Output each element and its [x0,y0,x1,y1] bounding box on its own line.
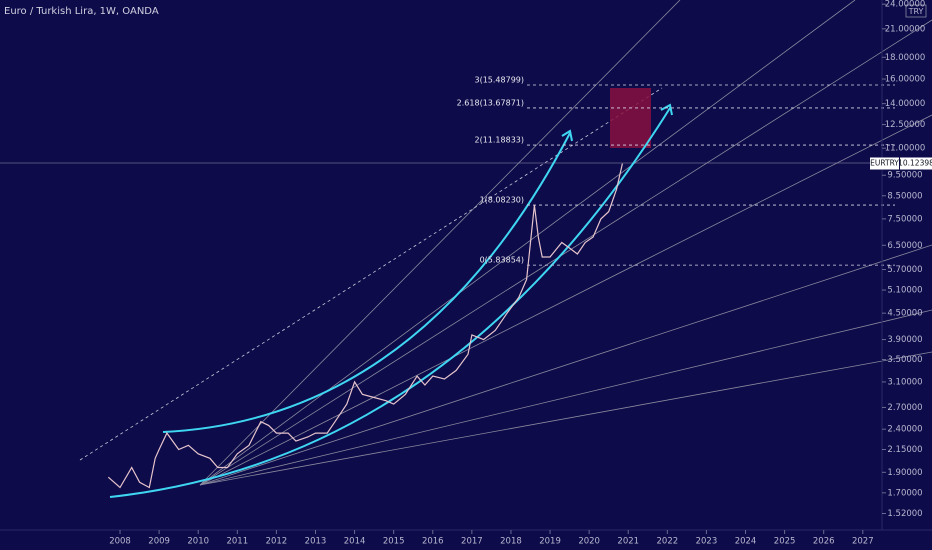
fan-line [199,0,856,486]
fan-line [199,351,932,486]
fan-lines [199,0,932,486]
target-zone [610,88,651,148]
y-tick-label: 4.50000 [887,309,922,319]
y-tick-label: 18.00000 [885,53,926,63]
currency: TRY [908,7,924,16]
y-tick-label: 16.00000 [885,75,926,85]
y-tick-label: 11.00000 [885,144,926,154]
x-tick-label: 2015 [383,537,405,547]
arcs [109,103,673,498]
fan-line [199,309,932,486]
x-tick-label: 2012 [266,537,288,547]
x-tick-label: 2014 [344,537,366,547]
fan-line [199,244,932,486]
y-tick-label: 1.52000 [887,509,922,519]
last-price-box [900,157,932,170]
fib-label: 0(5.83854) [480,256,524,265]
x-tick-label: 2008 [109,537,131,547]
y-tick-label: 2.70000 [887,403,922,413]
y-tick-label: 2.40000 [887,425,922,435]
y-tick-label: 8.50000 [887,191,922,201]
fib-label: 3(15.48799) [474,76,524,85]
chart-title: Euro / Turkish Lira, 1W, OANDA [4,6,159,17]
arrow-head [561,129,573,142]
y-tick-label: 7.50000 [887,214,922,224]
x-tick-label: 2022 [657,537,679,547]
x-tick-label: 2011 [226,537,248,547]
fan-line [199,114,932,486]
y-tick-label: 6.50000 [887,241,922,251]
lower-arc [109,107,671,498]
fib-label: 1(8.08230) [480,196,524,205]
x-tick-label: 2016 [422,537,444,547]
last-price-label: 10.12398 [898,159,932,168]
currency-box [905,4,927,18]
y-tick-label: 9.50000 [887,171,922,181]
y-tick-label: 14.00000 [885,99,926,109]
upper-arc [162,132,571,433]
x-tick-label: 2018 [500,537,522,547]
y-tick-label: 3.10000 [887,377,922,387]
symbol-box [870,157,899,170]
y-tick-label: 3.90000 [887,335,922,345]
y-tick-label: 21.00000 [885,24,926,34]
price-line [107,163,623,489]
fib-label: 2.618(13.67871) [457,98,524,107]
y-tick-label: 3.50000 [887,355,922,365]
x-tick-label: 2019 [539,537,561,547]
y-tick-label: 1.90000 [887,468,922,478]
arrow-head [660,103,673,116]
x-tick-label: 2021 [617,537,639,547]
x-tick-label: 2025 [774,537,796,547]
x-tick-label: 2024 [735,537,757,547]
fan-line [199,0,681,486]
x-tick-label: 2023 [696,537,718,547]
symbol-label: EURTRY [870,159,899,168]
y-tick-label: 1.70000 [887,488,922,498]
trend-line [79,87,663,461]
y-tick-label: 12.50000 [885,120,926,130]
y-tick-label: 5.70000 [887,265,922,275]
y-tick-label: 5.10000 [887,286,922,296]
x-tick-label: 2013 [305,537,327,547]
x-tick-label: 2026 [813,537,835,547]
x-tick-label: 2020 [578,537,600,547]
y-tick-label: 2.15000 [887,445,922,455]
x-tick-label: 2010 [187,537,209,547]
x-tick-label: 2017 [461,537,483,547]
fan-line [199,19,932,486]
x-tick-label: 2009 [148,537,170,547]
fib-label: 2(11.18833) [474,136,524,145]
x-tick-label: 2027 [852,537,874,547]
marks [107,84,895,489]
y-tick-label: 24.00000 [885,0,926,10]
